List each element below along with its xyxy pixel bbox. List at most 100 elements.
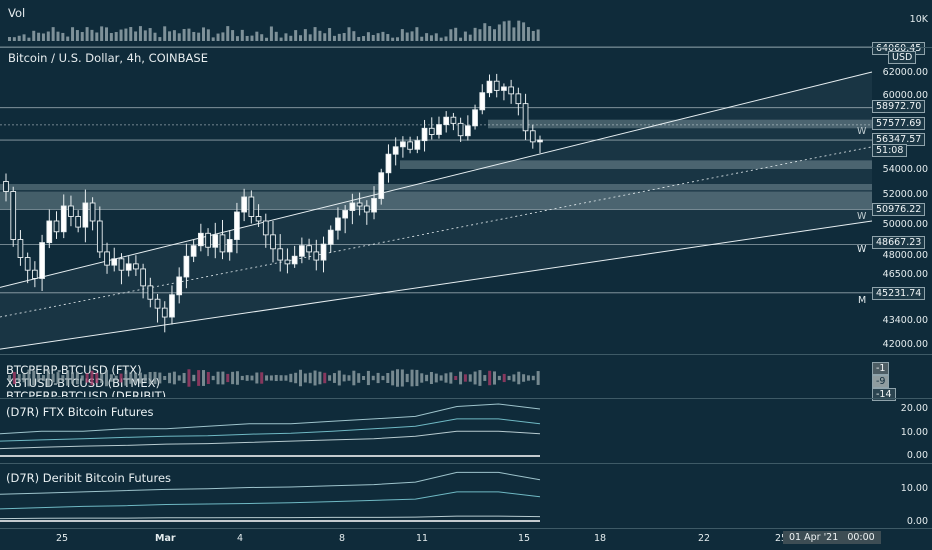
pane-divider — [0, 47, 932, 48]
basis-bar — [517, 371, 521, 385]
basis-bar — [168, 372, 172, 384]
basis-bar — [337, 370, 341, 386]
basis-bar — [502, 373, 506, 383]
basis-bar — [221, 371, 225, 385]
axis-tick: 62000.00 — [882, 67, 928, 78]
crosshair-time-label: 01 Apr '21 00:00 — [783, 531, 881, 544]
candle-body — [356, 202, 363, 207]
level-mark-monthly: M — [858, 295, 867, 306]
deribit-title: (D7R) Deribit Bitcoin Futures — [6, 471, 172, 485]
level-mark-weekly: W — [857, 211, 867, 222]
basis-bar — [235, 371, 239, 385]
x-label: 8 — [339, 533, 346, 544]
support-zone — [0, 184, 872, 191]
candle-body — [234, 211, 240, 240]
basis-bar — [429, 371, 433, 385]
candle-body — [176, 276, 183, 296]
basis-bar — [478, 370, 482, 386]
x-label: 15 — [518, 533, 531, 544]
basis-bar — [342, 374, 346, 382]
basis-bar — [415, 369, 419, 387]
basis-bar — [439, 375, 443, 381]
axis-tick: 46500.00 — [882, 269, 928, 280]
deribit-tick: 10.00 — [900, 483, 928, 494]
basis-bar — [177, 375, 181, 381]
candle-body — [53, 220, 60, 233]
basis-bar — [531, 375, 535, 381]
candle-body — [197, 232, 204, 247]
price-tag-57577: 57577.69 — [872, 117, 926, 130]
candle-body — [190, 245, 197, 257]
basis-value-deribit: -14 — [872, 388, 896, 401]
basis-bar — [240, 375, 244, 381]
deribit-series-line — [0, 491, 541, 510]
ftx-title: (D7R) FTX Bitcoin Futures — [6, 405, 154, 419]
axis-tick: 60000.00 — [882, 90, 928, 101]
candle-body — [17, 239, 24, 258]
candle-body — [436, 124, 442, 135]
basis-bar — [444, 373, 448, 383]
basis-bar — [425, 374, 429, 382]
basis-bar — [279, 375, 283, 381]
deribit-series-line — [0, 515, 541, 520]
candle-body — [493, 80, 500, 91]
basis-bar — [434, 373, 438, 383]
basis-bar — [250, 375, 254, 381]
candle-body — [371, 198, 377, 213]
basis-bar — [323, 372, 327, 384]
pane-divider — [0, 354, 932, 355]
basis-bar — [187, 369, 191, 387]
basis-bar — [172, 371, 176, 385]
candle-body — [501, 86, 507, 91]
basis-value-ftx: -1 — [872, 362, 890, 375]
basis-bar — [197, 370, 201, 386]
basis-bar — [318, 371, 322, 385]
candle-body — [320, 243, 327, 261]
channel-upper-line — [0, 71, 873, 288]
candle-body — [104, 251, 110, 266]
price-tag-50976: 50976.22 — [872, 203, 926, 216]
candle-body — [515, 93, 522, 105]
ftx-series-line — [0, 418, 541, 442]
basis-bar — [488, 370, 492, 386]
basis-bar — [289, 373, 293, 383]
axis-tick: 48000.00 — [882, 250, 928, 261]
basis-bar — [473, 371, 477, 385]
candle-body — [428, 127, 435, 135]
basis-bar — [328, 375, 332, 381]
basis-bar — [449, 372, 453, 384]
basis-bar — [463, 374, 467, 382]
basis-bar — [308, 372, 312, 384]
candle-body — [10, 191, 17, 240]
volume-pane — [0, 0, 872, 47]
candle-body — [140, 268, 146, 287]
pane-divider — [0, 398, 932, 399]
basis-bar — [396, 369, 399, 387]
x-label: 4 — [237, 533, 244, 544]
candle-body — [486, 80, 493, 94]
candle-body — [154, 298, 161, 309]
countdown-tag: 51:08 — [872, 144, 908, 157]
candle-body — [89, 202, 96, 222]
candle-body — [392, 146, 399, 155]
basis-series-ftx: BTCPERP-BTCUSD (FTX) — [6, 363, 142, 377]
basis-bar — [497, 375, 501, 381]
axis-tick: 50000.00 — [882, 219, 928, 230]
basis-bar — [299, 369, 302, 387]
basis-bar — [386, 372, 390, 384]
candle-body — [291, 255, 298, 265]
basis-bar — [313, 370, 317, 386]
basis-bar — [192, 374, 196, 382]
volume-tick: 10K — [909, 14, 928, 25]
x-label: 25 — [775, 533, 788, 544]
basis-bar — [536, 371, 540, 385]
support-zone — [488, 119, 872, 129]
basis-bar — [269, 375, 273, 381]
basis-bar — [371, 375, 375, 381]
basis-bar — [352, 370, 356, 386]
channel-fill — [0, 72, 872, 350]
basis-bar — [483, 375, 487, 381]
candle-body — [299, 245, 305, 257]
basis-bar — [216, 371, 220, 385]
